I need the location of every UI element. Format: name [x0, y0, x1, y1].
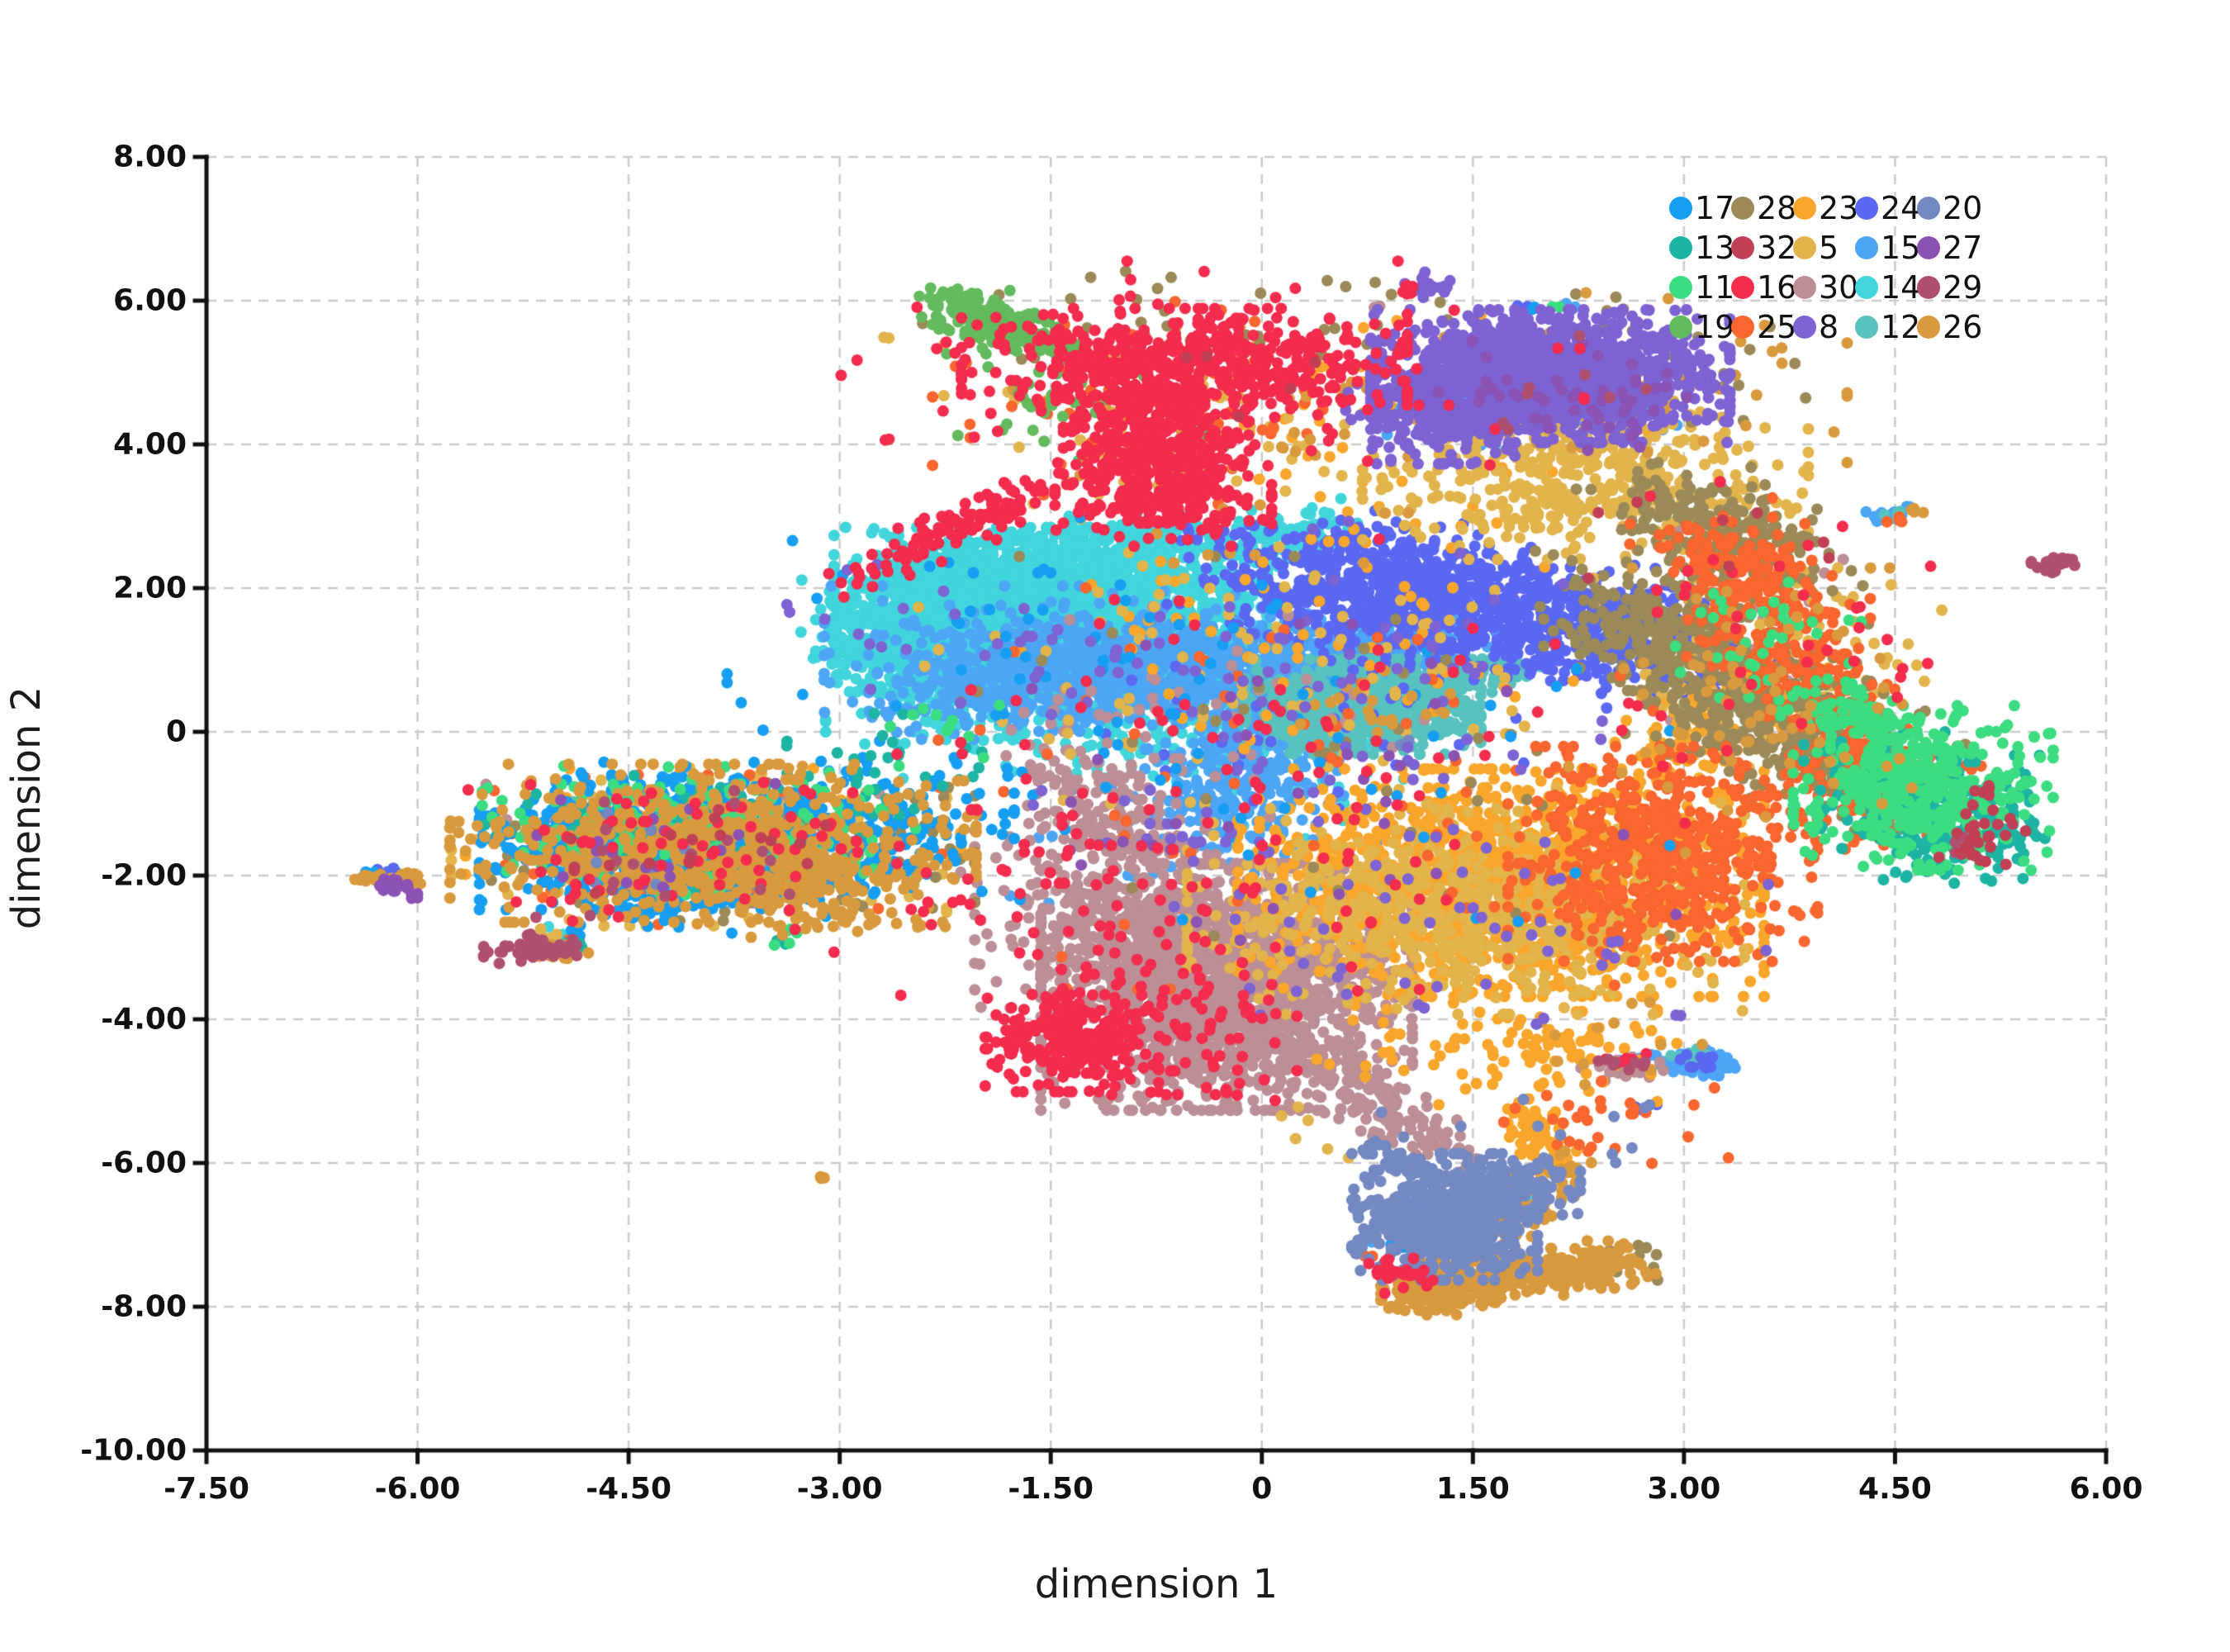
legend-label: 5: [1819, 230, 1839, 266]
legend-dot-icon: [1731, 197, 1754, 220]
legend-item-20: 20: [1917, 188, 1983, 228]
y-tick-label-5: -2.00: [101, 858, 187, 893]
legend-item-25: 25: [1731, 307, 1797, 347]
legend-label: 24: [1881, 190, 1921, 226]
legend-item-24: 24: [1855, 188, 1921, 228]
legend-dot-icon: [1669, 197, 1692, 220]
x-tick-label-1: -6.00: [374, 1472, 461, 1506]
legend-item-27: 27: [1917, 228, 1983, 268]
legend-dot-icon: [1731, 276, 1754, 299]
legend-label: 17: [1695, 190, 1735, 226]
y-tick-label-6: -4.00: [101, 1002, 187, 1037]
legend-dot-icon: [1793, 197, 1816, 220]
legend-label: 12: [1881, 309, 1921, 345]
x-tick-label-0: -7.50: [164, 1472, 249, 1506]
legend-item-15: 15: [1855, 228, 1921, 268]
y-tick-label-3: 2.00: [113, 571, 187, 605]
legend-label: 19: [1695, 309, 1735, 345]
y-tick-label-2: 4.00: [113, 427, 187, 462]
legend-item-29: 29: [1917, 268, 1983, 307]
y-axis-title: dimension 2: [3, 686, 50, 930]
legend-label: 23: [1819, 190, 1859, 226]
legend-label: 16: [1757, 269, 1797, 306]
legend-item-11: 11: [1669, 268, 1735, 307]
legend-item-32: 32: [1731, 228, 1797, 268]
legend-item-17: 17: [1669, 188, 1735, 228]
legend-item-13: 13: [1669, 228, 1735, 268]
legend-item-28: 28: [1731, 188, 1797, 228]
legend-label: 27: [1943, 230, 1983, 266]
legend-label: 30: [1819, 269, 1859, 306]
legend-label: 15: [1881, 230, 1921, 266]
x-tick-label-5: 0: [1251, 1472, 1273, 1506]
legend-dot-icon: [1917, 276, 1940, 299]
legend-item-12: 12: [1855, 307, 1921, 347]
x-tick-label-9: 6.00: [2069, 1472, 2143, 1506]
legend-dot-icon: [1855, 316, 1878, 339]
legend-dot-icon: [1855, 236, 1878, 259]
legend-dot-icon: [1855, 276, 1878, 299]
legend-item-26: 26: [1917, 307, 1983, 347]
x-axis-title: dimension 1: [1034, 1561, 1279, 1607]
legend-dot-icon: [1793, 316, 1816, 339]
legend-item-5: 5: [1793, 228, 1855, 268]
x-tick-label-2: -4.50: [586, 1472, 671, 1506]
legend-dot-icon: [1793, 276, 1816, 299]
legend-label: 32: [1757, 230, 1797, 266]
legend-item-19: 19: [1669, 307, 1735, 347]
legend-dot-icon: [1669, 316, 1692, 339]
legend-label: 28: [1757, 190, 1797, 226]
legend-dot-icon: [1917, 197, 1940, 220]
legend-item-8: 8: [1793, 307, 1855, 347]
legend-dot-icon: [1855, 197, 1878, 220]
x-tick-label-4: -1.50: [1008, 1472, 1094, 1506]
y-tick-label-0: 8.00: [113, 140, 187, 174]
y-tick-label-4: 0: [165, 714, 187, 749]
legend-label: 8: [1819, 309, 1839, 345]
legend-dot-icon: [1731, 316, 1754, 339]
legend-dot-icon: [1793, 236, 1816, 259]
legend-label: 26: [1943, 309, 1983, 345]
legend-label: 25: [1757, 309, 1797, 345]
legend-label: 11: [1695, 269, 1735, 306]
legend-item-14: 14: [1855, 268, 1921, 307]
legend-dot-icon: [1917, 236, 1940, 259]
legend-item-30: 30: [1793, 268, 1859, 307]
legend-label: 14: [1881, 269, 1921, 306]
x-tick-label-7: 3.00: [1647, 1472, 1721, 1506]
legend-dot-icon: [1669, 236, 1692, 259]
y-tick-label-9: -10.00: [80, 1433, 187, 1468]
x-tick-label-8: 4.50: [1858, 1472, 1932, 1506]
legend-label: 29: [1943, 269, 1983, 306]
x-tick-label-6: 1.50: [1435, 1472, 1510, 1506]
y-tick-label-8: -8.00: [101, 1289, 187, 1324]
x-tick-label-3: -3.00: [796, 1472, 883, 1506]
legend: 17 28 23 24 20 13 32 5 15 27 11 16 30 14 29 19 25 8 12 26: [1669, 188, 1983, 347]
legend-label: 13: [1695, 230, 1735, 266]
y-tick-label-1: 6.00: [113, 283, 187, 318]
legend-dot-icon: [1731, 236, 1754, 259]
legend-item-23: 23: [1793, 188, 1859, 228]
legend-dot-icon: [1917, 316, 1940, 339]
legend-dot-icon: [1669, 276, 1692, 299]
legend-item-16: 16: [1731, 268, 1797, 307]
legend-label: 20: [1943, 190, 1983, 226]
y-tick-label-7: -6.00: [101, 1146, 187, 1180]
